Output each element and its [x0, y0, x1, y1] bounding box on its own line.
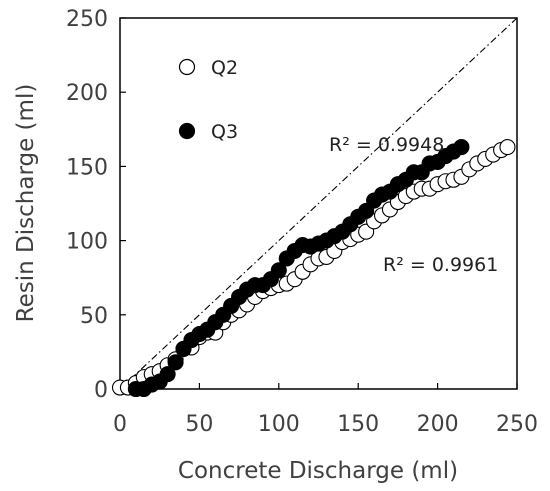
reference-line-layer	[119, 17, 518, 390]
point-q3	[453, 139, 470, 156]
y-tick-label: 100	[66, 230, 108, 255]
one-to-one-reference-line	[119, 17, 518, 390]
x-tick-label: 100	[258, 412, 300, 437]
y-tick-label: 200	[66, 81, 108, 106]
x-tick-label: 50	[185, 412, 213, 437]
plot-area-frame	[119, 17, 518, 390]
x-tick-label: 250	[496, 412, 538, 437]
x-tick-label: 200	[417, 412, 459, 437]
tick-layer: 0 50 100 150 200 250 0 50 100 150 200 250	[66, 7, 538, 437]
legend-q3-label: Q3	[211, 121, 238, 143]
series-layer	[111, 139, 516, 398]
legend-q3-marker	[178, 122, 196, 140]
y-tick-label: 150	[66, 155, 108, 180]
y-axis-title: Resin Discharge (ml)	[13, 84, 39, 323]
legend: Q2 Q3	[178, 57, 238, 143]
x-tick-label: 150	[337, 412, 379, 437]
x-axis-title: Concrete Discharge (ml)	[178, 458, 458, 484]
annotation-r2-q3: R² = 0.9948	[329, 134, 444, 156]
legend-q2-label: Q2	[211, 57, 238, 79]
y-tick-label: 50	[80, 304, 108, 329]
legend-q2-marker	[178, 58, 196, 76]
point-q3	[167, 354, 184, 371]
x-tick-label: 0	[113, 412, 127, 437]
point-q2	[499, 139, 516, 156]
annotation-r2-q2: R² = 0.9961	[383, 254, 498, 276]
y-tick-label: 0	[94, 378, 108, 403]
point-q3	[270, 262, 287, 279]
point-q3	[159, 366, 176, 383]
y-tick-label: 250	[66, 7, 108, 32]
